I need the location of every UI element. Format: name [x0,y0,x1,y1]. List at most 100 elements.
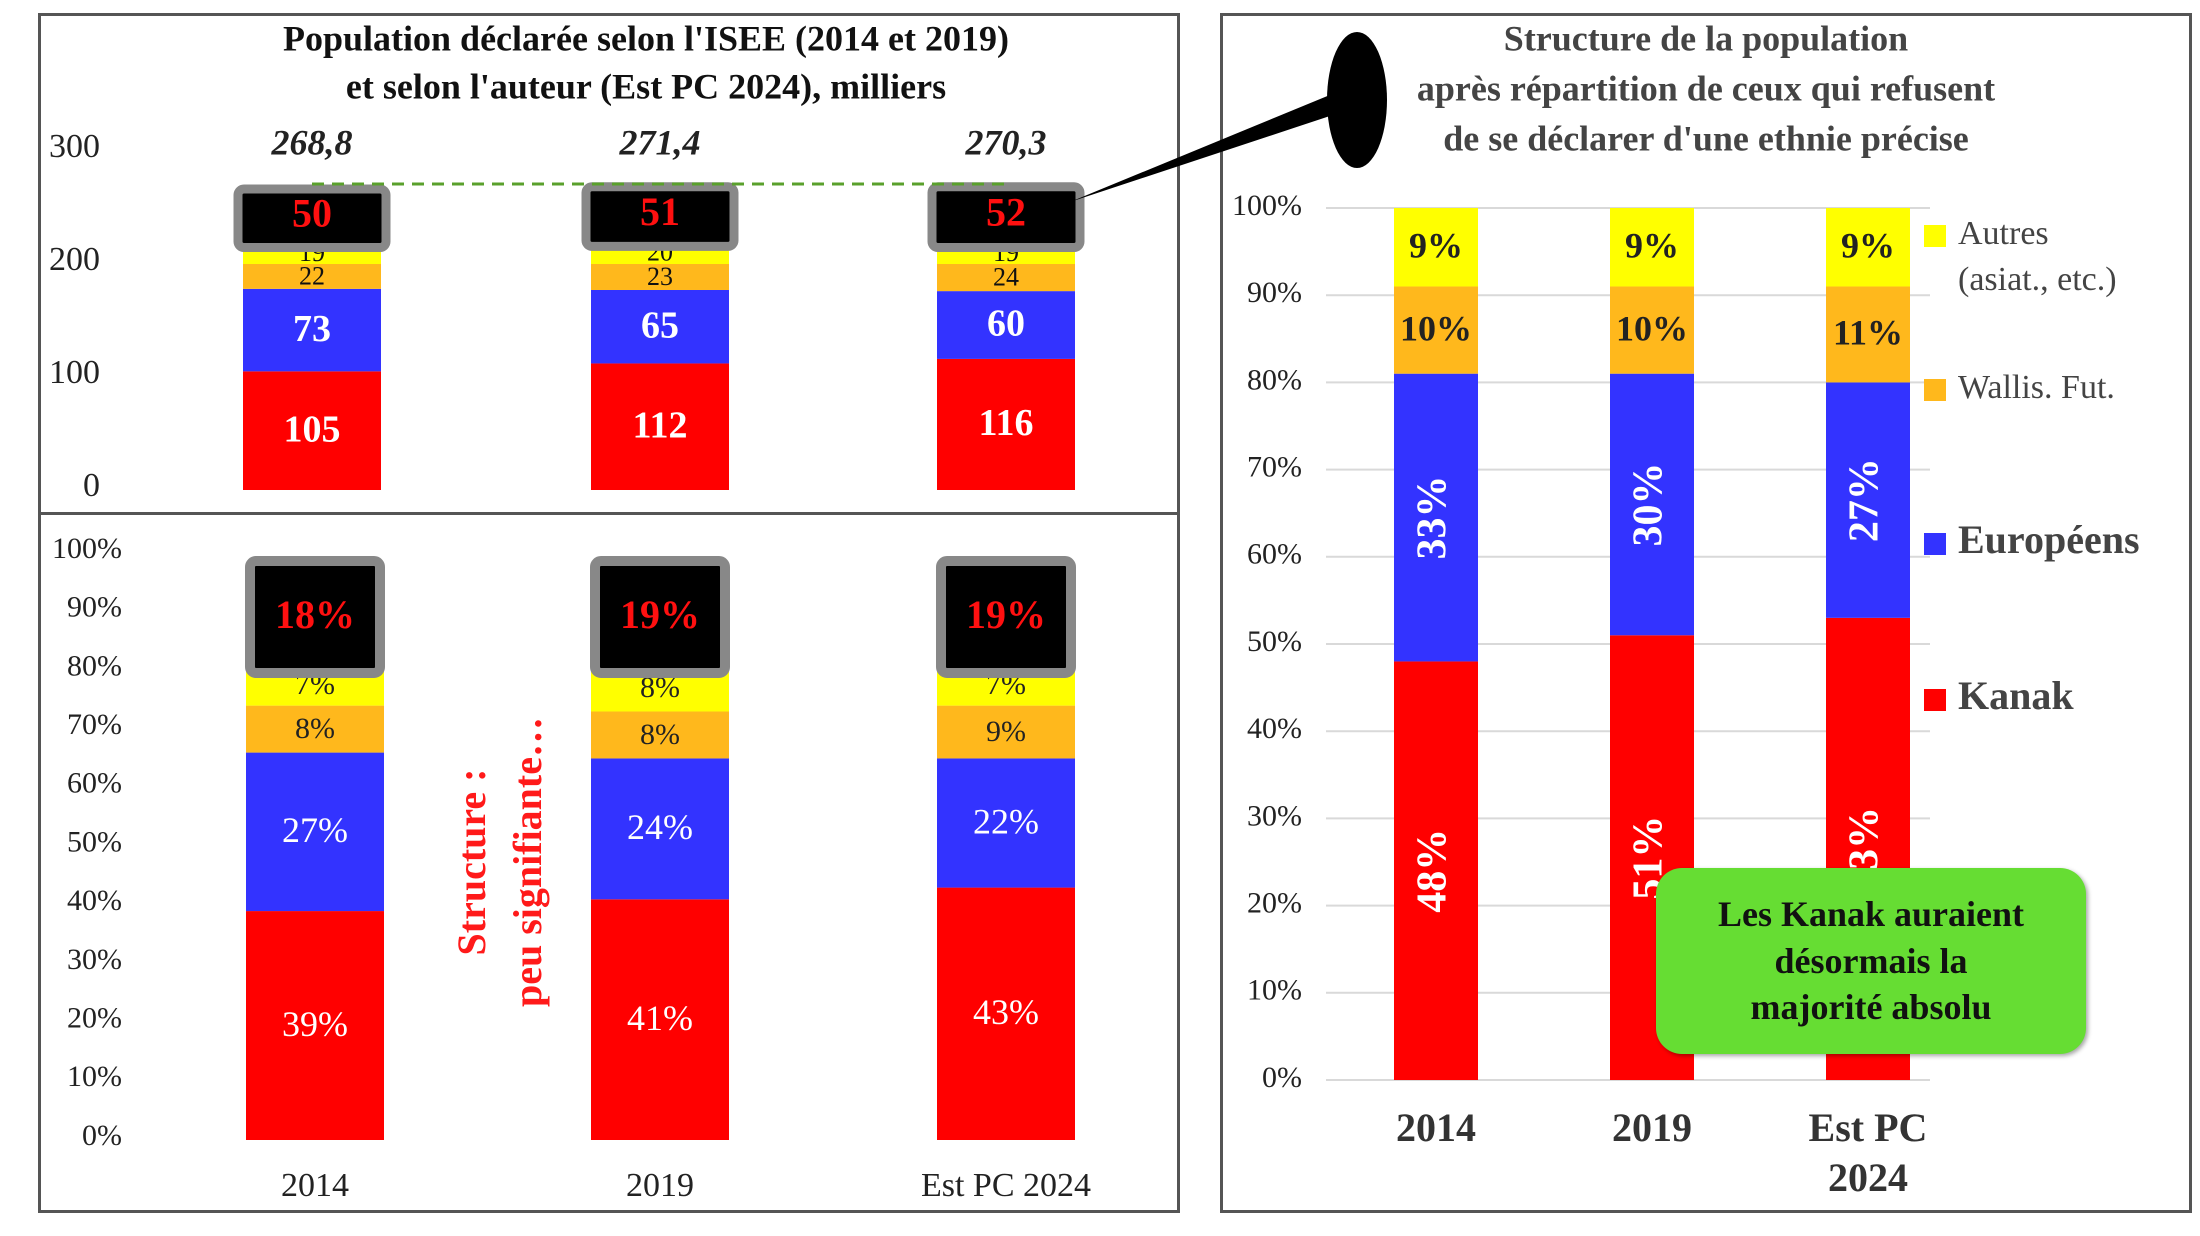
top-bar-label-wallis: 22 [299,261,325,290]
right-bar-europeens [1394,373,1478,662]
bottom-bar-refus [590,556,730,678]
top-bar-wallis [243,264,381,289]
top-bar-label-refus: 52 [986,189,1026,234]
right-bar-label-autres: 9% [1409,226,1463,266]
right-bar-kanak [1394,661,1478,1080]
right-bar-label-wallis: 10% [1616,308,1688,348]
top-bar-label-europeens: 60 [987,303,1025,345]
bottom-annotation-line-1: Structure : [449,769,494,956]
callout-bubble [1327,32,1387,168]
top-y-tick-label: 100 [49,354,100,391]
right-bar-label-europeens: 30% [1626,462,1672,546]
top-bar-kanak [937,358,1075,490]
right-y-tick-label: 40% [1247,712,1302,745]
right-bar-wallis [1826,286,1910,383]
bottom-bar-europeens [246,752,384,912]
top-bar-label-europeens: 73 [293,308,331,350]
bottom-bar-europeens [591,758,729,900]
bottom-y-tick-label: 70% [67,708,122,741]
right-y-tick-label: 50% [1247,625,1302,658]
top-bar-wallis [937,264,1075,292]
top-bar-label-wallis: 23 [647,262,673,291]
bottom-bar-wallis [246,705,384,753]
bottom-bar-kanak [246,911,384,1140]
right-bar-europeens [1826,382,1910,618]
right-chart-title-line-3: de se déclarer d'une ethnie précise [1443,118,1969,158]
right-y-tick-label: 100% [1232,189,1302,222]
bottom-y-tick-label: 50% [67,825,122,858]
right-y-tick-label: 30% [1247,799,1302,832]
top-chart-title-line-2: et selon l'auteur (Est PC 2024), millier… [346,66,946,106]
top-bar-label-kanak: 105 [284,408,341,450]
top-bar-wallis [591,264,729,290]
top-bar-refus [581,182,739,251]
right-x-tick-label: 2024 [1828,1155,1908,1200]
right-y-tick-label: 20% [1247,886,1302,919]
bottom-y-tick-label: 100% [52,532,122,565]
top-bar-refus [233,184,391,253]
legend-swatch-autres [1924,225,1946,247]
legend-label-autres: Autres [1958,215,2049,252]
bottom-bar-refus [245,556,385,678]
panel-divider [38,512,1180,515]
bottom-bar-wallis [591,711,729,759]
bottom-y-tick-label: 90% [67,591,122,624]
right-y-tick-label: 10% [1247,974,1302,1007]
bottom-y-tick-label: 20% [67,1001,122,1034]
top-y-tick-label: 200 [49,241,100,278]
bottom-y-tick-label: 40% [67,884,122,917]
note-line-1: Les Kanak auraient [1717,893,2025,934]
legend-swatch-wallis [1924,379,1946,401]
top-bar-europeens [243,288,381,372]
bottom-x-tick-label: Est PC 2024 [921,1167,1091,1204]
bottom-bar-label-refus: 18% [275,592,355,637]
right-bar-label-europeens: 33% [1410,476,1456,560]
note-line-3: majorité absolu [1750,987,1992,1028]
bottom-bar-label-wallis: 8% [295,712,335,745]
top-bar-label-europeens: 65 [641,304,679,346]
bottom-bar-label-refus: 19% [620,592,700,637]
right-y-tick-label: 60% [1247,538,1302,571]
top-bar-label-kanak: 116 [979,402,1034,444]
top-bar-label-wallis: 24 [993,263,1019,292]
right-chart-title-line-2: après répartition de ceux qui refusent [1417,68,1995,108]
right-bar-label-autres: 9% [1625,226,1679,266]
legend-swatch-europeens [1924,533,1946,555]
top-chart-title-line-1: Population déclarée selon l'ISEE (2014 e… [283,18,1009,58]
right-bar-autres [1826,208,1910,287]
right-x-tick-label: Est PC [1809,1105,1928,1150]
bottom-bar-wallis [937,705,1075,759]
right-bar-autres [1610,208,1694,287]
top-y-tick-label: 0 [83,467,100,504]
bottom-bar-label-europeens: 27% [282,810,348,850]
bottom-y-tick-label: 60% [67,767,122,800]
right-chart-title-line-1: Structure de la population [1504,18,1908,58]
bottom-y-tick-label: 10% [67,1060,122,1093]
right-x-tick-label: 2019 [1612,1105,1692,1150]
legend-label-wallis: Wallis. Fut. [1958,369,2115,406]
top-bar-label-kanak: 112 [633,404,688,446]
majority-note: Les Kanak auraient désormais la majorité… [1656,868,2086,1054]
top-bar-label-refus: 51 [640,189,680,234]
bottom-y-tick-label: 80% [67,649,122,682]
bottom-bar-label-kanak: 39% [282,1004,348,1044]
legend-label-autres: (asiat., etc.) [1958,261,2117,298]
right-y-tick-label: 80% [1247,363,1302,396]
right-x-tick-label: 2014 [1396,1105,1476,1150]
right-bar-label-autres: 9% [1841,226,1895,266]
right-bar-wallis [1394,286,1478,374]
right-bar-europeens [1610,373,1694,636]
top-bar-kanak [591,363,729,490]
bottom-bar-refus [936,556,1076,678]
right-bar-label-wallis: 10% [1400,308,1472,348]
legend-swatch-kanak [1924,689,1946,711]
bottom-bar-label-wallis: 8% [640,718,680,751]
bottom-bar-label-kanak: 41% [627,998,693,1038]
right-y-tick-label: 90% [1247,276,1302,309]
top-bar-europeens [591,289,729,364]
bottom-bar-europeens [937,758,1075,888]
legend-label-kanak: Kanak [1958,673,2074,718]
bottom-y-tick-label: 30% [67,943,122,976]
note-line-2: désormais la [1774,940,1968,981]
